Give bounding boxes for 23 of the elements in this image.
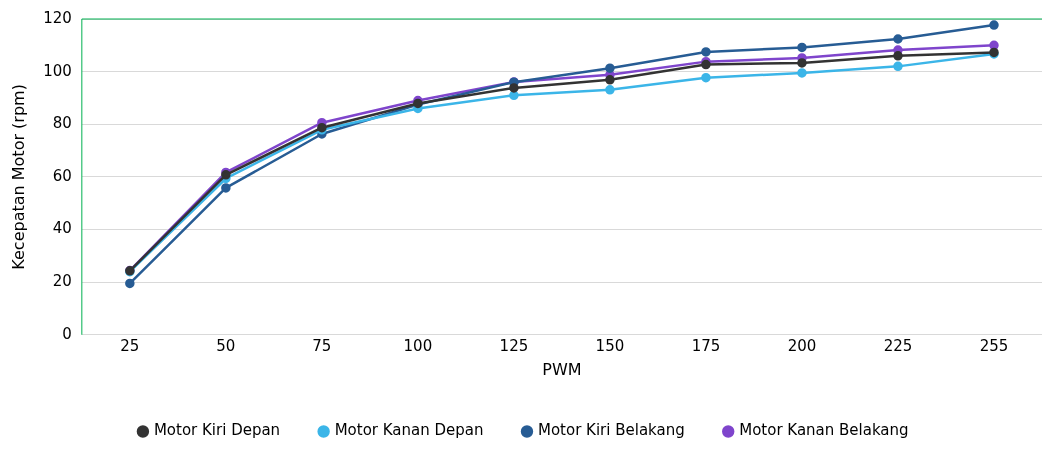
x-tick-label: 125 — [499, 336, 529, 355]
x-axis-title: PWM — [542, 359, 582, 379]
y-tick-label: 40 — [52, 219, 72, 238]
y-tick-label: 120 — [43, 8, 72, 27]
legend-label: Motor Kanan Depan — [334, 421, 484, 440]
y-tick-label: 60 — [52, 166, 72, 185]
x-tick-label: 255 — [979, 336, 1009, 355]
y-axis-title: Kecepatan Motor (rpm) — [8, 84, 28, 270]
x-tick-label: 100 — [403, 336, 433, 355]
legend-label: Motor Kanan Belakang — [739, 421, 909, 440]
x-tick-label: 75 — [312, 336, 332, 355]
legend-label: Motor Kiri Depan — [153, 421, 281, 440]
x-tick-label: 200 — [787, 336, 817, 355]
legend-label: Motor Kiri Belakang — [537, 421, 685, 440]
x-tick-label: 25 — [120, 336, 140, 355]
x-tick-label: 150 — [595, 336, 625, 355]
y-tick-label: 80 — [52, 114, 72, 133]
y-tick-label: 100 — [43, 61, 72, 80]
y-tick-label: 20 — [52, 272, 72, 291]
x-tick-label: 175 — [691, 336, 721, 355]
x-tick-label: 50 — [216, 336, 236, 355]
y-tick-label: 0 — [62, 324, 72, 343]
x-tick-label: 225 — [883, 336, 913, 355]
